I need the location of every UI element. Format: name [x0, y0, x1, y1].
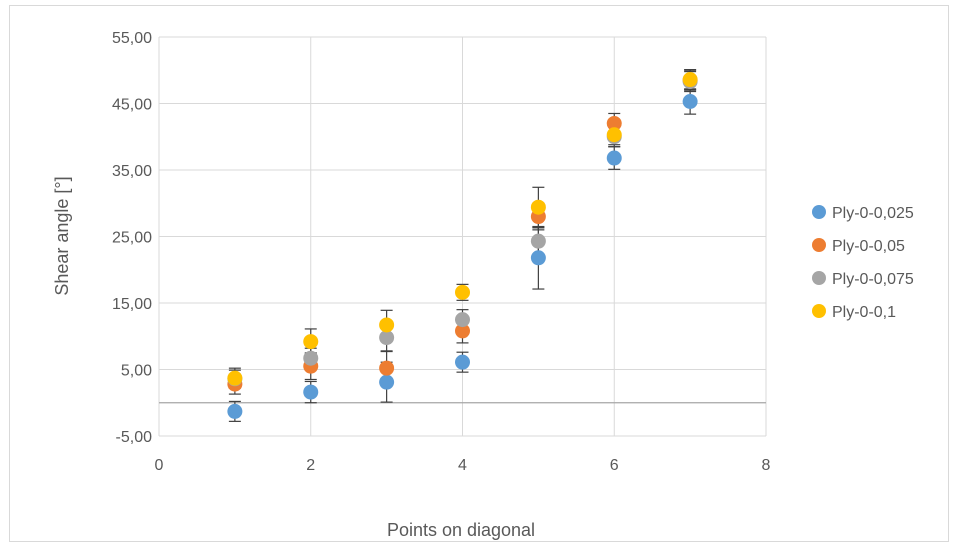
x-tick-label: 2: [306, 457, 315, 474]
y-tick-label: 5,00: [121, 363, 152, 380]
data-point: [379, 330, 395, 346]
data-point: [379, 374, 395, 390]
legend-marker: [812, 271, 826, 285]
y-tick-label: 45,00: [112, 97, 152, 114]
data-point: [303, 384, 319, 400]
data-point: [530, 250, 546, 266]
x-axis-title: Points on diagonal: [387, 520, 535, 540]
legend-marker: [812, 238, 826, 252]
data-point: [455, 284, 470, 300]
chart-area: [9, 5, 949, 542]
data-point: [682, 94, 698, 110]
legend-label: Ply-0-0,1: [832, 304, 896, 321]
data-point: [303, 350, 319, 366]
data-point: [606, 115, 622, 131]
legend-marker: [812, 205, 826, 219]
data-point: [303, 334, 319, 350]
data-point: [606, 150, 622, 166]
data-point: [379, 317, 395, 333]
y-tick-label: 55,00: [112, 30, 152, 47]
data-point: [530, 233, 546, 249]
y-tick-labels: -5,00 5,00 15,00 25,00 35,00 45,00 55,00: [112, 30, 152, 446]
legend-label: Ply-0-0,05: [832, 238, 905, 255]
gridlines: [158, 36, 767, 437]
y-tick-label: 25,00: [112, 230, 152, 247]
data-point: [682, 72, 698, 88]
data-point: [455, 354, 470, 370]
legend: Ply-0-0,025 Ply-0-0,05 Ply-0-0,075 Ply-0-0,…: [812, 205, 914, 321]
data-points: [227, 72, 698, 419]
data-point: [455, 323, 470, 339]
legend-label: Ply-0-0,075: [832, 271, 914, 288]
data-point: [606, 127, 622, 143]
y-tick-label: 15,00: [112, 296, 152, 313]
y-tick-label: -5,00: [116, 429, 153, 446]
legend-label: Ply-0-0,025: [832, 205, 914, 222]
legend-marker: [812, 304, 826, 318]
x-tick-labels: 0 2 4 6 8: [155, 457, 771, 474]
data-point: [379, 360, 395, 376]
x-tick-label: 6: [610, 457, 619, 474]
data-point: [455, 312, 470, 328]
x-tick-label: 4: [458, 457, 467, 474]
data-point: [227, 403, 243, 419]
y-axis-title: Shear angle [°]: [52, 176, 72, 295]
data-point: [530, 199, 546, 215]
data-point: [227, 370, 243, 386]
y-tick-label: 35,00: [112, 163, 152, 180]
x-tick-label: 0: [155, 457, 164, 474]
x-tick-label: 8: [762, 457, 771, 474]
